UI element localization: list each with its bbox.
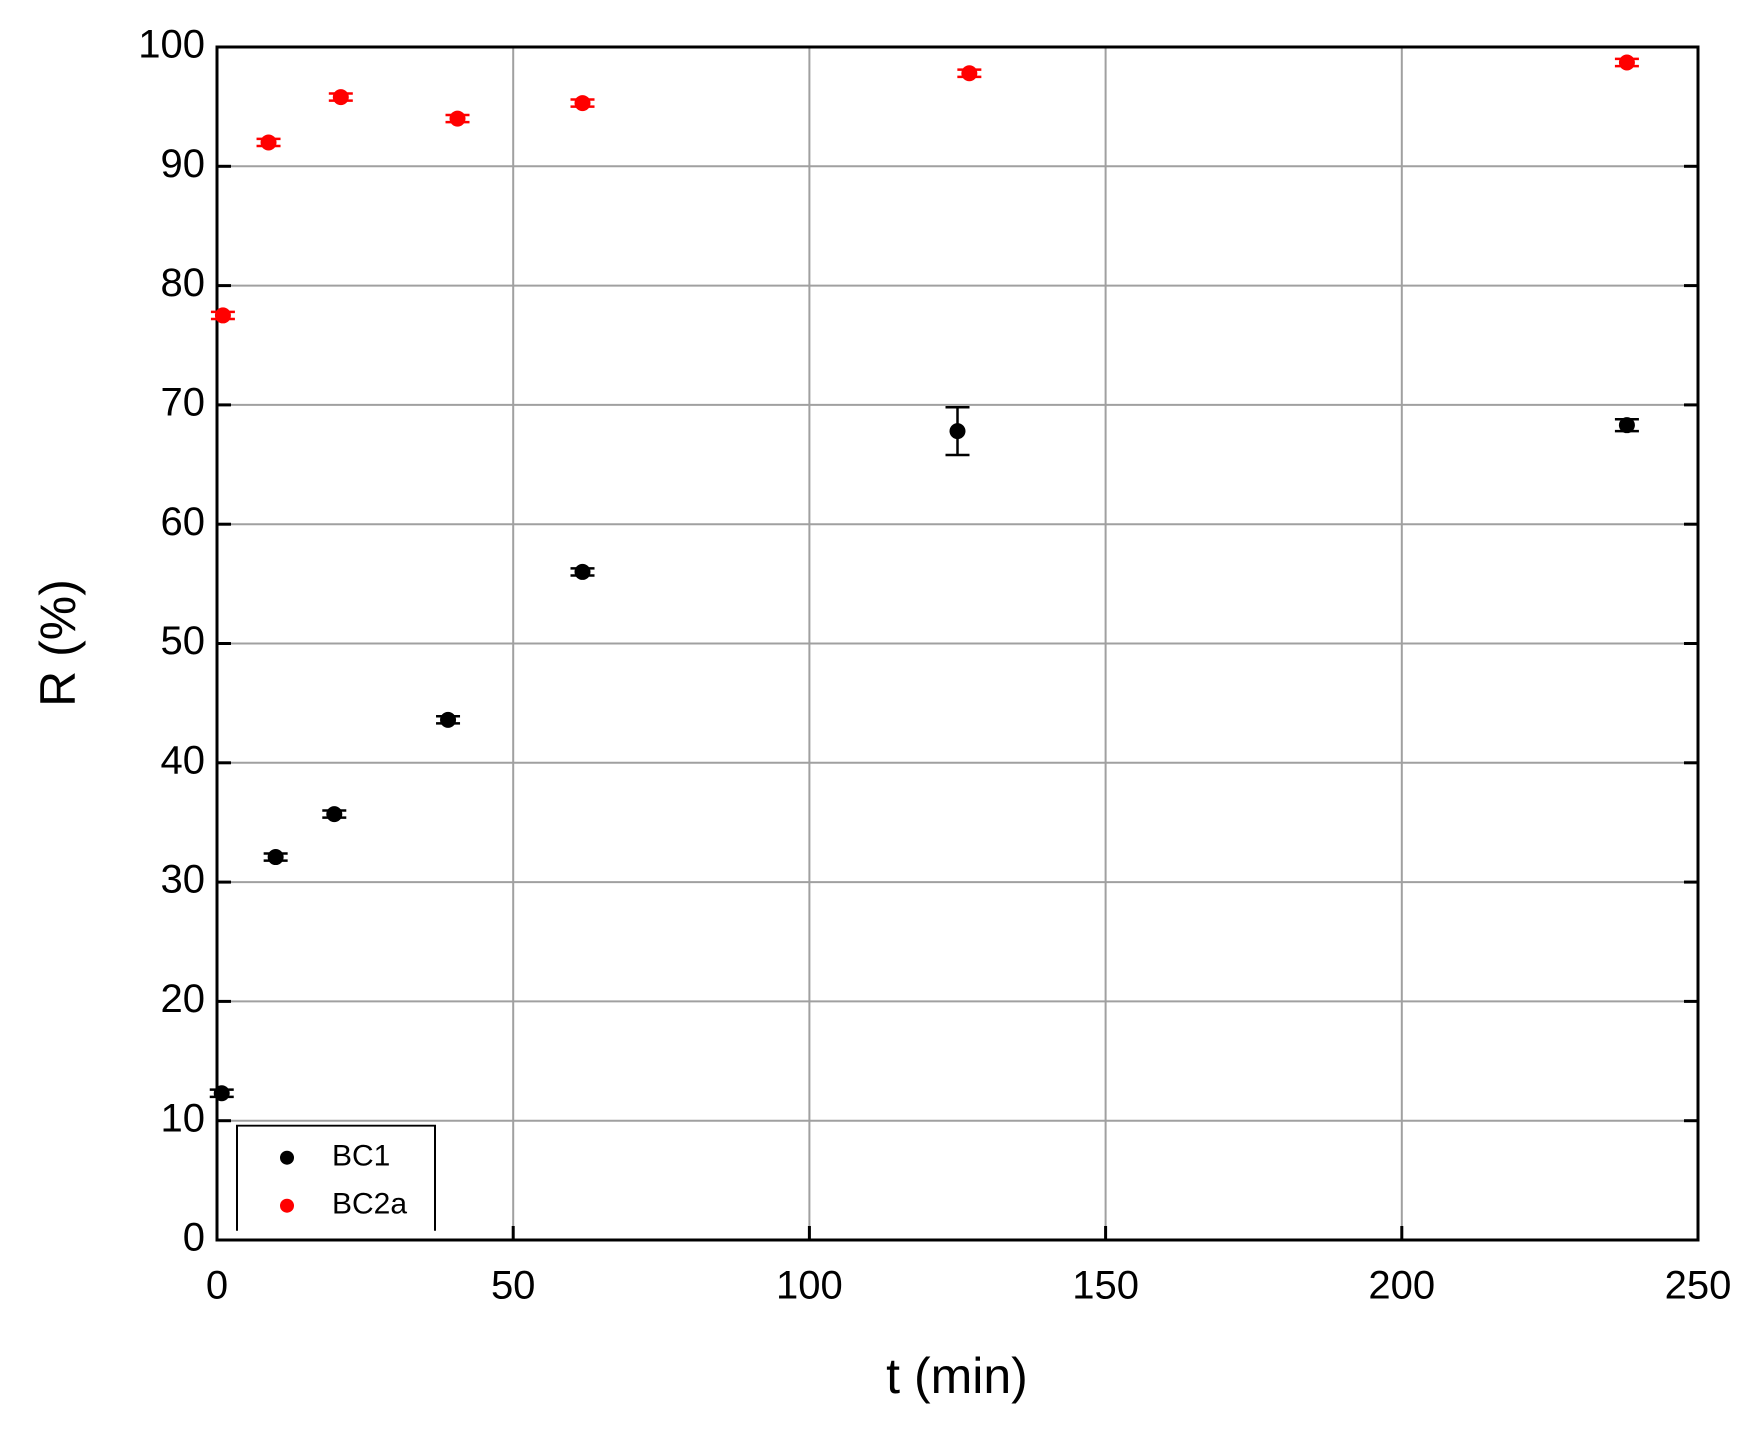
point xyxy=(961,65,978,82)
y-tick-label: 10 xyxy=(161,1096,206,1140)
y-tick-label: 50 xyxy=(161,619,206,663)
y-tick-label: 80 xyxy=(161,261,206,305)
y-tick-label: 70 xyxy=(161,380,206,424)
legend-marker xyxy=(280,1150,294,1165)
y-tick-label: 60 xyxy=(161,500,206,544)
point xyxy=(326,806,343,823)
x-tick-label: 150 xyxy=(1072,1264,1139,1308)
legend-bg xyxy=(238,1126,434,1232)
x-tick-label: 50 xyxy=(491,1264,536,1308)
point xyxy=(1618,417,1635,434)
legend-marker xyxy=(280,1198,294,1213)
y-tick-label: 0 xyxy=(183,1216,205,1260)
legend-label: BC1 xyxy=(332,1140,390,1173)
point xyxy=(260,134,277,151)
point xyxy=(949,423,966,440)
legend-label: BC2a xyxy=(332,1188,407,1221)
y-tick-label: 90 xyxy=(161,142,206,186)
y-tick-label: 30 xyxy=(161,858,206,902)
point xyxy=(1618,54,1635,71)
x-tick-label: 200 xyxy=(1368,1264,1435,1308)
point xyxy=(574,95,591,112)
plot-frame xyxy=(215,45,1700,1242)
y-axis-title: R (%) xyxy=(30,579,86,707)
point xyxy=(449,110,466,127)
point xyxy=(267,849,284,866)
point xyxy=(214,307,231,324)
y-tick-label: 40 xyxy=(161,738,206,782)
point xyxy=(213,1085,230,1102)
y-tick-label: 100 xyxy=(138,23,205,67)
x-tick-label: 250 xyxy=(1665,1264,1732,1308)
x-tick-label: 0 xyxy=(206,1264,228,1308)
point xyxy=(440,711,457,728)
x-axis-title: t (min) xyxy=(886,1348,1028,1404)
x-tick-label: 100 xyxy=(776,1264,843,1308)
y-tick-label: 20 xyxy=(161,977,206,1021)
point xyxy=(574,563,591,580)
point xyxy=(332,89,349,106)
